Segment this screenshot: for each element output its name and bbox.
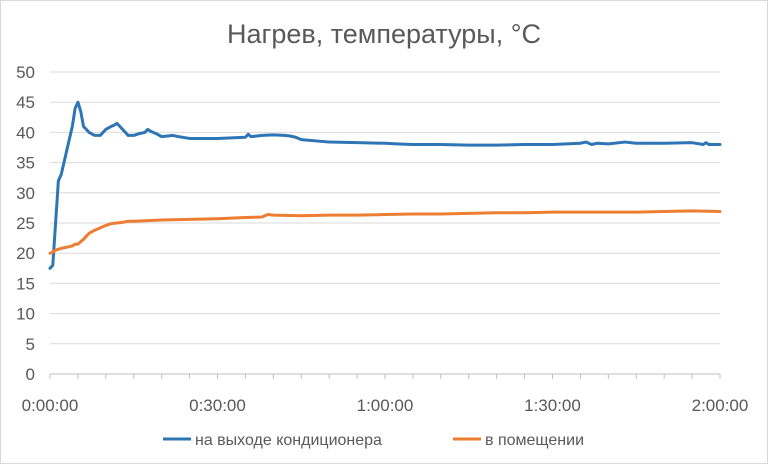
x-tick-label: 0:30:00 (189, 396, 246, 415)
y-tick-label: 45 (16, 93, 35, 112)
grid-layer (50, 71, 720, 345)
axis-layer: 0 5 10 15 20 25 30 35 40 45 50 0:00:00 0:30:00 1:00:0… (16, 63, 748, 415)
y-tick-label: 25 (16, 214, 35, 233)
chart-title: Нагрев, температуры, °C (227, 19, 541, 49)
legend-label-room: в помещении (485, 432, 584, 449)
y-tick-label: 30 (16, 184, 35, 203)
x-tick-label: 1:00:00 (357, 396, 414, 415)
y-tick-label: 10 (16, 305, 35, 324)
y-tick-label: 50 (16, 63, 35, 82)
y-tick-label: 40 (16, 123, 35, 142)
x-tick-label: 2:00:00 (692, 396, 749, 415)
y-tick-label: 0 (26, 365, 35, 384)
series-layer (48, 100, 722, 270)
x-tick-label: 0:00:00 (22, 396, 79, 415)
legend-label-outlet: на выходе кондиционера (195, 432, 382, 449)
y-tick-label: 5 (26, 335, 35, 354)
x-tick-label: 1:30:00 (524, 396, 581, 415)
y-tick-label: 35 (16, 154, 35, 173)
series-line-outlet (48, 100, 722, 270)
y-tick-label: 15 (16, 274, 35, 293)
series-line-room (48, 209, 722, 255)
legend: на выходе кондиционера в помещении (163, 432, 584, 449)
y-tick-label: 20 (16, 244, 35, 263)
